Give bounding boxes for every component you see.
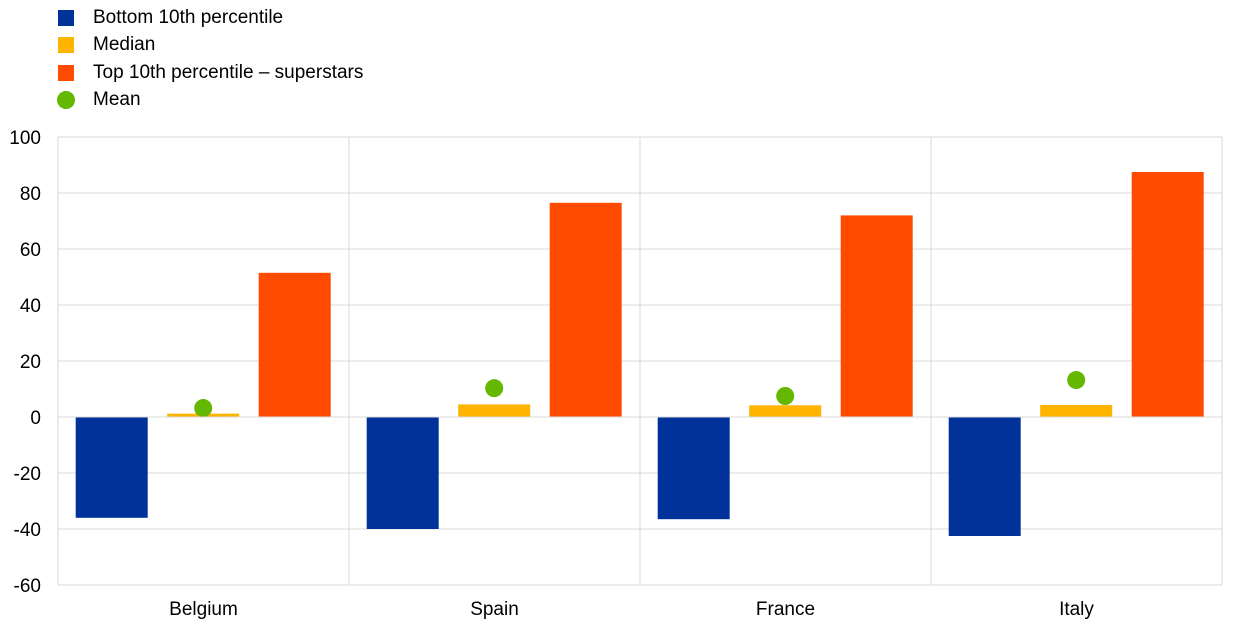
bar-bottom-10th-spain xyxy=(366,417,439,529)
bar-median-italy xyxy=(1040,404,1113,417)
bar-median-france xyxy=(749,405,822,417)
legend-swatch-top-10th xyxy=(58,64,74,81)
y-tick-label: 40 xyxy=(20,296,41,317)
legend-swatch-bottom-10th xyxy=(58,9,74,26)
legend-swatch-mean xyxy=(57,91,75,110)
y-tick-label: 60 xyxy=(20,240,41,261)
bar-top-10th-france xyxy=(840,215,913,417)
y-tick-label: 80 xyxy=(20,184,41,205)
legend-item-bottom-10th: Bottom 10th percentile xyxy=(58,4,363,32)
bar-bottom-10th-belgium xyxy=(75,417,148,518)
legend-label-mean: Mean xyxy=(93,89,141,111)
x-tick-label: Italy xyxy=(1059,599,1094,620)
y-tick-label: -20 xyxy=(14,464,41,485)
bar-median-spain xyxy=(458,404,531,417)
y-tick-label: 0 xyxy=(30,408,41,429)
y-tick-label: -40 xyxy=(14,520,41,541)
legend-label-top-10th: Top 10th percentile – superstars xyxy=(93,61,364,83)
y-tick-label: 100 xyxy=(9,128,41,149)
bar-bottom-10th-france xyxy=(657,417,730,520)
legend-item-median: Median xyxy=(58,32,363,60)
bar-top-10th-belgium xyxy=(258,272,331,417)
legend-item-mean: Mean xyxy=(57,87,363,115)
bar-bottom-10th-italy xyxy=(948,417,1021,536)
legend-label-bottom-10th: Bottom 10th percentile xyxy=(93,6,284,28)
x-tick-label: Belgium xyxy=(169,599,238,620)
mean-dot-spain xyxy=(485,379,504,398)
x-tick-label: Spain xyxy=(470,599,519,620)
x-tick-label: France xyxy=(756,599,815,620)
chart-legend: Bottom 10th percentile Median Top 10th p… xyxy=(57,4,363,115)
mean-dot-france xyxy=(776,387,795,405)
legend-swatch-median xyxy=(58,37,74,54)
legend-item-top-10th: Top 10th percentile – superstars xyxy=(58,59,363,87)
bar-top-10th-italy xyxy=(1131,172,1204,417)
y-tick-label: -60 xyxy=(14,576,41,597)
legend-label-median: Median xyxy=(93,34,156,56)
bar-top-10th-spain xyxy=(549,202,622,417)
mean-dot-italy xyxy=(1067,371,1086,390)
mean-dot-belgium xyxy=(194,399,213,418)
y-tick-label: 20 xyxy=(20,352,41,373)
